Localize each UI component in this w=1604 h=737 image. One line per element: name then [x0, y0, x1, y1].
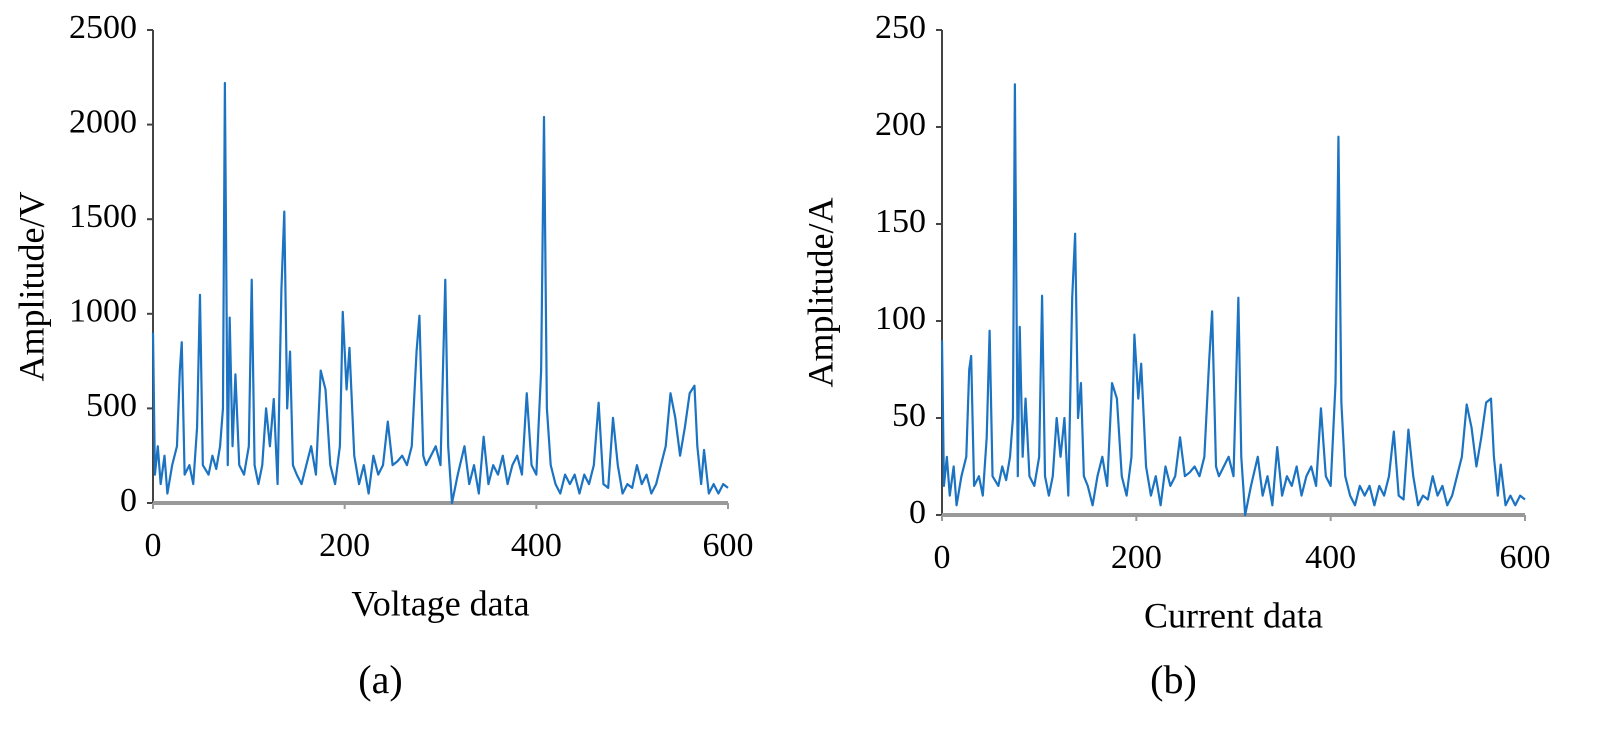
y-tick-label: 50: [892, 397, 926, 434]
y-tick-label: 0: [909, 494, 926, 531]
y-tick-label: 100: [875, 300, 926, 337]
x-axis-label: Current data: [1144, 595, 1323, 635]
x-tick-label: 600: [703, 527, 754, 564]
panel-caption: (b): [1150, 657, 1197, 702]
data-line: [151, 81, 729, 505]
x-tick-label: 0: [145, 527, 162, 564]
x-tick-label: 600: [1500, 539, 1551, 576]
x-tick-label: 0: [934, 539, 951, 576]
y-tick-label: 250: [875, 9, 926, 46]
y-tick-label: 0: [120, 482, 137, 519]
x-tick-label: 200: [319, 527, 370, 564]
panel-caption: (a): [358, 657, 402, 702]
x-axis-label: Voltage data: [351, 583, 529, 623]
x-tick-label: 200: [1111, 539, 1162, 576]
data-line: [940, 83, 1526, 517]
y-tick-label: 1000: [69, 293, 137, 330]
y-tick-label: 2000: [69, 103, 137, 140]
y-tick-label: 2500: [69, 9, 137, 46]
y-tick-label: 150: [875, 203, 926, 240]
x-tick-label: 400: [1305, 539, 1356, 576]
y-axis-label: Amplitude/V: [11, 192, 51, 382]
y-tick-label: 1500: [69, 198, 137, 235]
x-tick-label: 400: [511, 527, 562, 564]
y-axis-label: Amplitude/A: [800, 198, 840, 388]
y-tick-label: 500: [86, 387, 137, 424]
y-tick-label: 200: [875, 106, 926, 143]
